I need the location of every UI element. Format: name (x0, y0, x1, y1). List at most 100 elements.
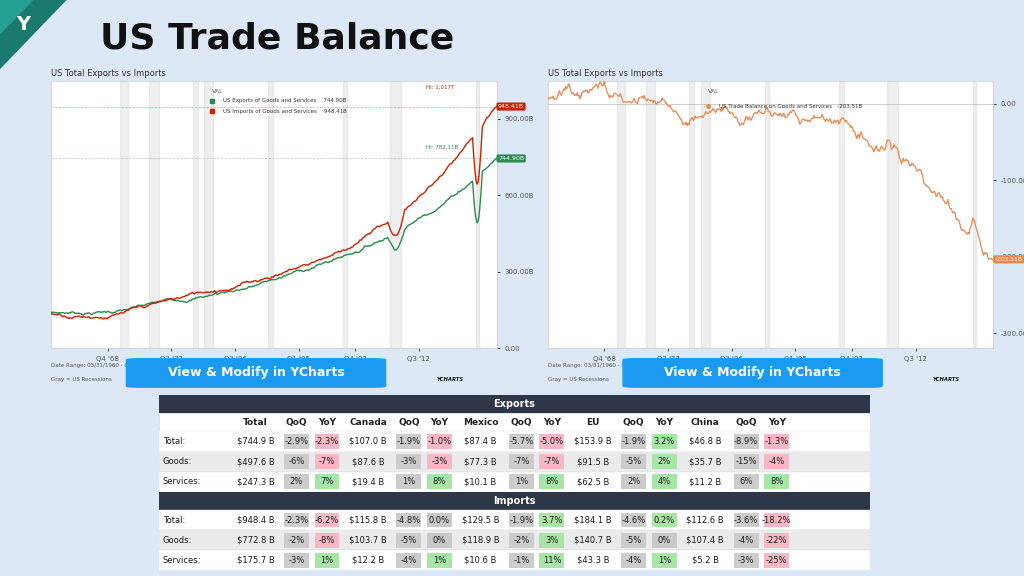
FancyBboxPatch shape (764, 474, 790, 489)
Bar (973, 81, 976, 348)
Text: -2%: -2% (513, 536, 529, 545)
FancyBboxPatch shape (396, 454, 421, 469)
FancyBboxPatch shape (284, 513, 309, 528)
Text: 8%: 8% (545, 477, 559, 486)
Bar (700, 81, 710, 348)
Text: 0%: 0% (433, 536, 446, 545)
FancyBboxPatch shape (652, 454, 677, 469)
FancyBboxPatch shape (396, 553, 421, 567)
FancyBboxPatch shape (284, 434, 309, 449)
Text: 2%: 2% (290, 477, 303, 486)
Text: -4.8%: -4.8% (396, 516, 421, 525)
Text: 1%: 1% (402, 477, 416, 486)
Text: $497.6 B: $497.6 B (237, 457, 274, 466)
Text: $184.1 B: $184.1 B (574, 516, 611, 525)
Text: QoQ: QoQ (398, 418, 420, 427)
Bar (204, 81, 213, 348)
Text: -1%: -1% (513, 556, 529, 564)
Text: 7%: 7% (321, 477, 334, 486)
Text: 2%: 2% (627, 477, 640, 486)
Text: $772.8 B: $772.8 B (237, 536, 274, 545)
Text: -15%: -15% (735, 457, 757, 466)
Text: -8%: -8% (318, 536, 335, 545)
Text: -25%: -25% (766, 556, 787, 564)
Text: -3%: -3% (431, 457, 447, 466)
Text: $10.1 B: $10.1 B (464, 477, 497, 486)
FancyBboxPatch shape (652, 434, 677, 449)
FancyBboxPatch shape (734, 533, 759, 548)
Text: $77.3 B: $77.3 B (464, 457, 497, 466)
FancyBboxPatch shape (622, 474, 646, 489)
FancyBboxPatch shape (159, 395, 870, 413)
Text: 2%: 2% (657, 457, 671, 466)
Text: $10.6 B: $10.6 B (464, 556, 497, 564)
Text: Services:: Services: (163, 477, 202, 486)
FancyBboxPatch shape (159, 452, 870, 472)
Text: Y: Y (16, 15, 31, 33)
Text: $19.4 B: $19.4 B (352, 477, 384, 486)
FancyBboxPatch shape (652, 533, 677, 548)
Text: $87.6 B: $87.6 B (351, 457, 384, 466)
Text: Gray = US Recessions: Gray = US Recessions (548, 377, 608, 382)
FancyBboxPatch shape (284, 553, 309, 567)
Text: -4%: -4% (400, 556, 417, 564)
FancyBboxPatch shape (427, 454, 452, 469)
Text: $153.9 B: $153.9 B (574, 437, 611, 446)
Text: YoY: YoY (655, 418, 674, 427)
Text: -3%: -3% (400, 457, 417, 466)
FancyBboxPatch shape (734, 553, 759, 567)
Text: $247.3 B: $247.3 B (237, 477, 274, 486)
Text: VAL: VAL (212, 89, 223, 94)
Text: -2%: -2% (289, 536, 304, 545)
Text: US Total Exports vs Imports: US Total Exports vs Imports (548, 70, 663, 78)
Text: 8%: 8% (770, 477, 783, 486)
Bar (268, 81, 272, 348)
Text: $43.3 B: $43.3 B (577, 556, 609, 564)
Text: 3%: 3% (545, 536, 559, 545)
Text: -6.2%: -6.2% (315, 516, 339, 525)
FancyBboxPatch shape (314, 513, 340, 528)
FancyBboxPatch shape (159, 413, 870, 431)
Text: EU: EU (586, 418, 600, 427)
Polygon shape (0, 0, 33, 35)
Text: -1.9%: -1.9% (509, 516, 534, 525)
FancyBboxPatch shape (159, 492, 870, 510)
Text: $12.2 B: $12.2 B (352, 556, 384, 564)
Text: Imports: Imports (494, 496, 536, 506)
FancyBboxPatch shape (314, 474, 340, 489)
Text: -7%: -7% (544, 457, 560, 466)
Text: Goods:: Goods: (163, 457, 193, 466)
FancyBboxPatch shape (652, 474, 677, 489)
Text: -1.3%: -1.3% (765, 437, 788, 446)
Bar (390, 81, 401, 348)
Text: Total:: Total: (163, 437, 185, 446)
FancyBboxPatch shape (509, 533, 534, 548)
Text: -18.2%: -18.2% (762, 516, 792, 525)
Text: $115.8 B: $115.8 B (349, 516, 387, 525)
FancyBboxPatch shape (540, 533, 564, 548)
Text: 6%: 6% (739, 477, 753, 486)
Bar (193, 81, 198, 348)
Text: 8%: 8% (433, 477, 446, 486)
FancyBboxPatch shape (734, 454, 759, 469)
Text: $118.9 B: $118.9 B (462, 536, 500, 545)
FancyBboxPatch shape (427, 474, 452, 489)
Bar (689, 81, 694, 348)
Text: 1%: 1% (657, 556, 671, 564)
Text: -2.3%: -2.3% (285, 516, 308, 525)
Text: Total: Total (243, 418, 268, 427)
Bar (839, 81, 844, 348)
FancyBboxPatch shape (427, 533, 452, 548)
FancyBboxPatch shape (734, 513, 759, 528)
FancyBboxPatch shape (540, 434, 564, 449)
FancyBboxPatch shape (509, 434, 534, 449)
FancyBboxPatch shape (396, 434, 421, 449)
Text: -5.0%: -5.0% (540, 437, 564, 446)
Text: $46.8 B: $46.8 B (689, 437, 722, 446)
Text: $107.4 B: $107.4 B (686, 536, 724, 545)
Text: Date Range: 03/31/1960 - 06/30/2023: Date Range: 03/31/1960 - 06/30/2023 (51, 363, 157, 368)
Text: -1.9%: -1.9% (397, 437, 421, 446)
Text: Goods:: Goods: (163, 536, 193, 545)
FancyBboxPatch shape (396, 513, 421, 528)
Text: -7%: -7% (318, 457, 335, 466)
